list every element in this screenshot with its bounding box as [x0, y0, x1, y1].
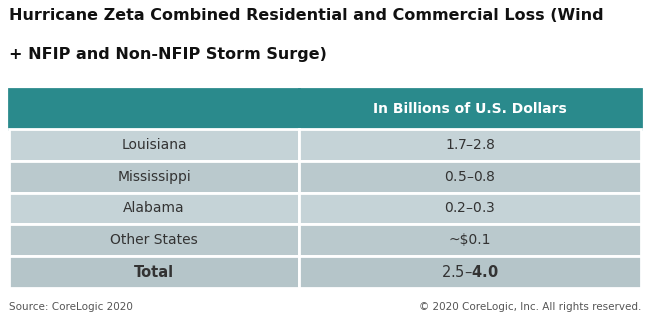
Text: Hurricane Zeta Combined Residential and Commercial Loss (Wind: Hurricane Zeta Combined Residential and …	[9, 8, 604, 23]
Text: ~$0.1: ~$0.1	[448, 233, 491, 247]
Text: In Billions of U.S. Dollars: In Billions of U.S. Dollars	[373, 102, 567, 116]
Bar	[9, 256, 299, 288]
Text: $0.2–$0.3: $0.2–$0.3	[445, 202, 495, 215]
Text: $2.5–$4.0: $2.5–$4.0	[441, 264, 499, 280]
Text: $0.5–$0.8: $0.5–$0.8	[444, 170, 496, 184]
Bar	[9, 193, 299, 224]
Bar	[9, 129, 299, 161]
Text: Louisiana: Louisiana	[122, 138, 187, 152]
Bar	[299, 161, 641, 193]
Text: $1.7–$2.8: $1.7–$2.8	[445, 138, 495, 152]
Bar	[299, 129, 641, 161]
Bar	[299, 89, 641, 129]
Bar	[9, 161, 299, 193]
Text: + NFIP and Non-NFIP Storm Surge): + NFIP and Non-NFIP Storm Surge)	[9, 47, 327, 62]
Text: © 2020 CoreLogic, Inc. All rights reserved.: © 2020 CoreLogic, Inc. All rights reserv…	[419, 302, 641, 312]
Bar	[299, 224, 641, 256]
Text: Alabama: Alabama	[124, 202, 185, 215]
Text: Total: Total	[134, 265, 174, 280]
Bar	[299, 256, 641, 288]
Text: Mississippi: Mississippi	[117, 170, 191, 184]
Bar	[299, 193, 641, 224]
Text: Other States: Other States	[111, 233, 198, 247]
Bar	[9, 224, 299, 256]
Text: Source: CoreLogic 2020: Source: CoreLogic 2020	[9, 302, 133, 312]
Bar	[9, 89, 299, 129]
